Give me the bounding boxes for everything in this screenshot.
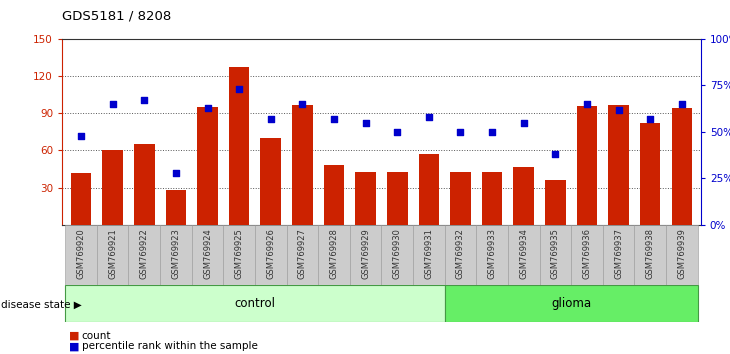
Point	[296, 101, 308, 107]
Bar	[545, 180, 566, 225]
Bar	[482, 171, 502, 225]
Bar	[192, 225, 223, 285]
Bar	[97, 225, 128, 285]
Bar	[228, 67, 250, 225]
Bar	[608, 104, 629, 225]
Point	[486, 129, 498, 135]
Text: GSM769933: GSM769933	[488, 228, 496, 279]
Bar	[508, 225, 539, 285]
Text: GSM769922: GSM769922	[139, 228, 149, 279]
Text: control: control	[234, 297, 275, 310]
Bar	[666, 225, 698, 285]
Text: glioma: glioma	[551, 297, 591, 310]
Text: GSM769920: GSM769920	[77, 228, 85, 279]
Text: GSM769937: GSM769937	[614, 228, 623, 279]
Text: ■: ■	[69, 341, 80, 351]
Text: percentile rank within the sample: percentile rank within the sample	[82, 341, 258, 351]
Point	[550, 151, 561, 157]
Bar	[634, 225, 666, 285]
Point	[391, 129, 403, 135]
Text: count: count	[82, 331, 111, 341]
Text: disease state ▶: disease state ▶	[1, 300, 82, 310]
Text: ■: ■	[69, 331, 80, 341]
Point	[676, 101, 688, 107]
Bar	[413, 225, 445, 285]
Bar	[65, 285, 445, 322]
Text: GSM769938: GSM769938	[646, 228, 655, 279]
Point	[234, 86, 245, 92]
Point	[75, 133, 87, 138]
Bar	[381, 225, 413, 285]
Point	[423, 114, 434, 120]
Text: GSM769927: GSM769927	[298, 228, 307, 279]
Bar	[539, 225, 571, 285]
Bar	[102, 150, 123, 225]
Bar	[160, 225, 192, 285]
Bar	[255, 225, 287, 285]
Bar	[476, 225, 508, 285]
Point	[612, 107, 624, 112]
Text: GSM769930: GSM769930	[393, 228, 402, 279]
Point	[201, 105, 213, 110]
Bar	[166, 190, 186, 225]
Bar	[71, 173, 91, 225]
Text: GSM769931: GSM769931	[424, 228, 434, 279]
Bar	[323, 165, 345, 225]
Bar	[128, 225, 160, 285]
Bar	[197, 107, 218, 225]
Bar	[318, 225, 350, 285]
Bar	[223, 225, 255, 285]
Point	[645, 116, 656, 122]
Point	[360, 120, 372, 125]
Bar	[445, 225, 476, 285]
Text: GSM769926: GSM769926	[266, 228, 275, 279]
Text: GSM769921: GSM769921	[108, 228, 117, 279]
Text: GSM769936: GSM769936	[583, 228, 591, 279]
Bar	[261, 138, 281, 225]
Point	[265, 116, 277, 122]
Point	[518, 120, 529, 125]
Bar	[577, 106, 597, 225]
Bar	[387, 171, 407, 225]
Bar	[350, 225, 381, 285]
Bar	[356, 171, 376, 225]
Text: GDS5181 / 8208: GDS5181 / 8208	[62, 10, 172, 22]
Point	[170, 170, 182, 176]
Text: GSM769934: GSM769934	[519, 228, 529, 279]
Point	[455, 129, 466, 135]
Point	[581, 101, 593, 107]
Bar	[418, 154, 439, 225]
Text: GSM769924: GSM769924	[203, 228, 212, 279]
Point	[139, 97, 150, 103]
Text: GSM769935: GSM769935	[551, 228, 560, 279]
Bar	[292, 104, 312, 225]
Text: GSM769928: GSM769928	[329, 228, 339, 279]
Bar	[134, 144, 155, 225]
Bar	[450, 171, 471, 225]
Bar	[513, 166, 534, 225]
Bar	[65, 225, 97, 285]
Point	[328, 116, 340, 122]
Text: GSM769932: GSM769932	[456, 228, 465, 279]
Bar	[287, 225, 318, 285]
Text: GSM769923: GSM769923	[172, 228, 180, 279]
Text: GSM769929: GSM769929	[361, 228, 370, 279]
Text: GSM769925: GSM769925	[234, 228, 244, 279]
Bar	[672, 108, 692, 225]
Bar	[640, 123, 661, 225]
Bar	[571, 225, 603, 285]
Bar	[445, 285, 698, 322]
Bar	[603, 225, 634, 285]
Point	[107, 101, 118, 107]
Text: GSM769939: GSM769939	[677, 228, 686, 279]
